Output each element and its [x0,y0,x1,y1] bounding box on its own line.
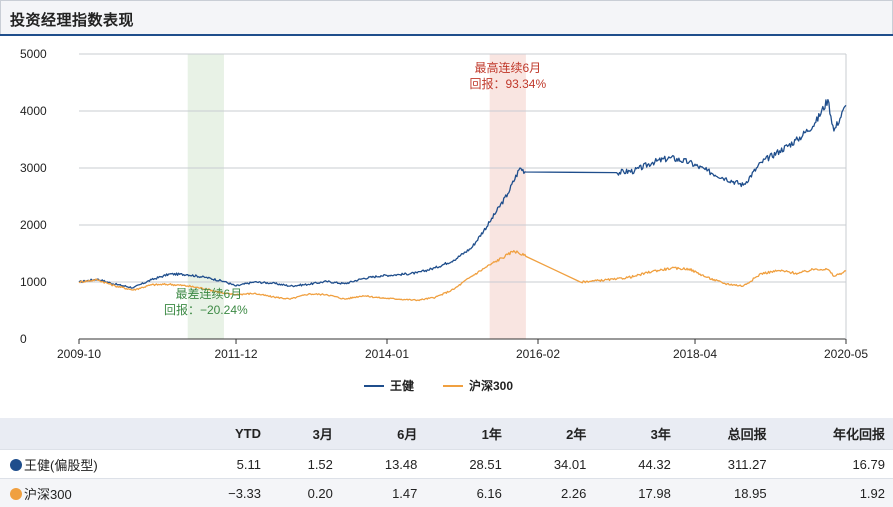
annotation-worst-title: 最差连续6月 [175,286,242,301]
annotation-worst-return: 回报：−20.24% [164,302,248,317]
x-tick-label: 2018-04 [673,347,717,361]
y-tick-label: 5000 [20,47,47,61]
cell-ytd: −3.33 [184,479,269,507]
table-header-ytd: YTD [184,418,269,450]
x-tick-label: 2014-01 [365,347,409,361]
table-header-1y: 1年 [425,418,509,450]
cell-3m: 1.52 [269,450,341,479]
cell-annualized-return: 1.92 [775,479,893,507]
cell-6m: 13.48 [341,450,425,479]
table-header-total-return: 总回报 [679,418,775,450]
cell-3y: 17.98 [594,479,678,507]
annotation-best-return: 回报：93.34% [469,76,546,91]
returns-table: YTD 3月 6月 1年 2年 3年 总回报 年化回报 王健(偏股型) 5.11… [0,418,893,507]
series-dot-icon [10,488,22,500]
y-tick-label: 1000 [20,275,47,289]
cell-2y: 34.01 [510,450,594,479]
table-header-6m: 6月 [341,418,425,450]
highlight-band-best [490,54,526,339]
x-tick-label: 2020-05 [824,347,868,361]
table-header-name [0,418,184,450]
table-header-2y: 2年 [510,418,594,450]
cell-1y: 6.16 [425,479,509,507]
cell-2y: 2.26 [510,479,594,507]
row-name: 王健(偏股型) [24,458,98,473]
cell-total-return: 311.27 [679,450,775,479]
panel-header: 投资经理指数表现 [0,0,893,34]
legend-label: 沪深300 [469,378,513,393]
y-tick-label: 4000 [20,104,47,118]
cell-total-return: 18.95 [679,479,775,507]
x-tick-label: 2016-02 [516,347,560,361]
cell-6m: 1.47 [341,479,425,507]
series-dot-icon [10,459,22,471]
annotation-best-title: 最高连续6月 [474,60,541,75]
cell-3m: 0.20 [269,479,341,507]
row-name-cell: 王健(偏股型) [0,450,184,479]
index-performance-chart: 0 1000 2000 3000 4000 5000 2009-10 2011-12 2014-… [0,36,893,418]
table-header-row: YTD 3月 6月 1年 2年 3年 总回报 年化回报 [0,418,893,450]
row-name: 沪深300 [24,487,72,502]
row-name-cell: 沪深300 [0,479,184,507]
table-row: 王健(偏股型) 5.11 1.52 13.48 28.51 34.01 44.3… [0,450,893,479]
cell-1y: 28.51 [425,450,509,479]
x-tick-label: 2009-10 [57,347,101,361]
legend-label: 王健 [390,378,415,393]
table-header-annualized-return: 年化回报 [775,418,893,450]
table-header-3y: 3年 [594,418,678,450]
x-tick-label: 2011-12 [214,347,257,361]
panel-title: 投资经理指数表现 [10,9,134,30]
y-tick-label: 3000 [20,161,47,175]
table-row: 沪深300 −3.33 0.20 1.47 6.16 2.26 17.98 18… [0,479,893,507]
y-tick-label: 0 [20,332,27,346]
cell-ytd: 5.11 [184,450,269,479]
cell-annualized-return: 16.79 [775,450,893,479]
table-header-3m: 3月 [269,418,341,450]
cell-3y: 44.32 [594,450,678,479]
y-tick-label: 2000 [20,218,47,232]
